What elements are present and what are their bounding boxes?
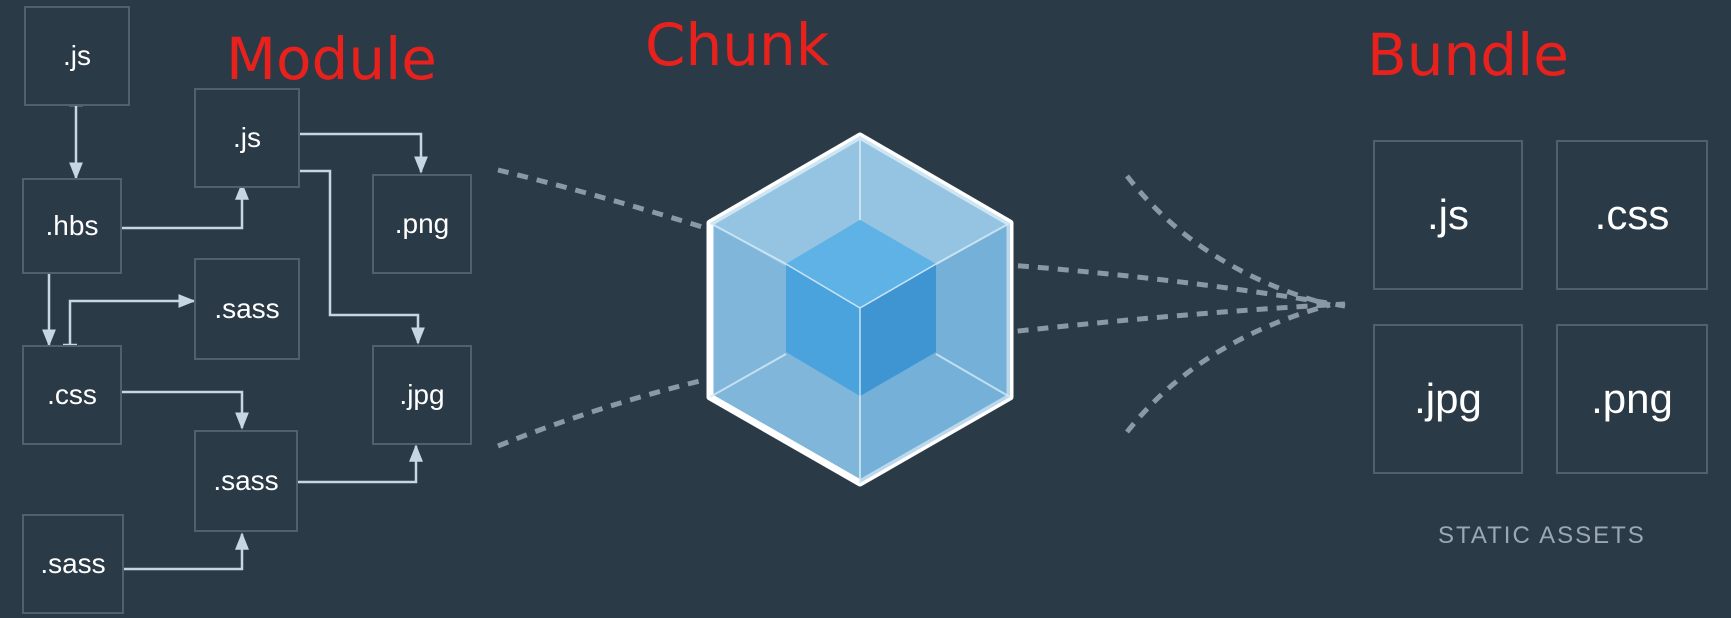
bundle-heading: Bundle (1367, 21, 1569, 89)
asset-box-png: .png (1556, 324, 1708, 474)
module-box-js-entry: .js (194, 88, 300, 188)
dotted-line-bottom-left (497, 375, 713, 449)
dotted-line-fan-top (1125, 174, 1331, 308)
module-box-jpg: .jpg (372, 345, 472, 445)
arrow-js-to-jpg (298, 169, 425, 345)
arrow-css-to-sass (68, 294, 196, 345)
dotted-line-top-left (497, 167, 713, 233)
module-heading: Module (226, 25, 437, 93)
module-box-css: .css (22, 345, 122, 445)
static-assets-caption: STATIC ASSETS (1438, 522, 1646, 549)
asset-box-css: .css (1556, 140, 1708, 290)
arrow-js-to-png (298, 132, 428, 174)
dotted-line-fan-bottom (1125, 302, 1331, 434)
arrow-css-to-sass-b (120, 390, 249, 430)
module-box-js: .js (24, 6, 130, 106)
module-box-png: .png (372, 174, 472, 274)
arrow-sass-c-to-sass-b (122, 532, 249, 571)
asset-box-jpg: .jpg (1373, 324, 1523, 474)
arrow-hbs-to-js (120, 182, 249, 230)
module-box-sass-c: .sass (22, 514, 124, 614)
module-box-sass: .sass (194, 258, 300, 360)
module-box-sass-b: .sass (194, 430, 298, 532)
chunk-heading: Chunk (645, 11, 830, 79)
arrow-sass-to-jpg (296, 444, 423, 484)
asset-box-js: .js (1373, 140, 1523, 290)
module-box-hbs: .hbs (22, 178, 122, 274)
